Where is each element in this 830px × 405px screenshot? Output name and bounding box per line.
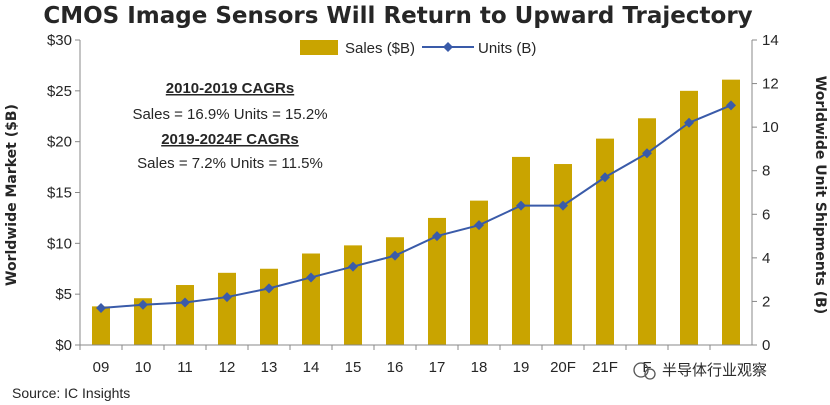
bar-12 bbox=[218, 272, 236, 345]
x-tick-label: 16 bbox=[387, 359, 404, 376]
bar-18 bbox=[470, 200, 488, 345]
y-left-tick-label: $15 bbox=[47, 185, 72, 202]
x-tick-label: 13 bbox=[261, 359, 278, 376]
watermark-logo-icon-2 bbox=[644, 368, 656, 380]
y-left-tick-label: $0 bbox=[55, 337, 72, 354]
x-tick-label: 10 bbox=[135, 359, 152, 376]
legend-sales-swatch bbox=[300, 40, 338, 55]
annotation-text-2: Sales = 7.2% Units = 11.5% bbox=[137, 155, 323, 172]
bar-21F bbox=[596, 138, 614, 345]
y-left-tick-label: $25 bbox=[47, 83, 72, 100]
units-marker-13 bbox=[264, 283, 274, 294]
x-tick-label: 21F bbox=[592, 359, 618, 376]
cagr-annotations: 2010-2019 CAGRs Sales = 16.9% Units = 15… bbox=[132, 80, 327, 172]
bar-16 bbox=[386, 237, 404, 345]
units-marker-16 bbox=[390, 250, 400, 261]
units-marker-18 bbox=[474, 220, 484, 231]
bar-22F bbox=[638, 118, 656, 346]
x-tick-label: 17 bbox=[429, 359, 446, 376]
source-note: Source: IC Insights bbox=[12, 385, 130, 401]
y-right-tick-label: 0 bbox=[762, 337, 770, 354]
units-marker-24F bbox=[726, 100, 736, 111]
x-tick-label: 19 bbox=[513, 359, 530, 376]
bar-23F bbox=[680, 90, 698, 345]
x-tick-label: 20F bbox=[550, 359, 576, 376]
chart-title: CMOS Image Sensors Will Return to Upward… bbox=[43, 3, 752, 29]
legend-sales-label: Sales ($B) bbox=[345, 40, 415, 57]
y-right-tick-label: 6 bbox=[762, 206, 770, 223]
annotation-text-1: Sales = 16.9% Units = 15.2% bbox=[132, 106, 327, 123]
y-left-tick-label: $5 bbox=[55, 286, 72, 303]
watermark: 半导体行业观察 bbox=[633, 361, 767, 380]
units-marker-14 bbox=[306, 272, 316, 283]
y-right-tick-label: 8 bbox=[762, 163, 770, 180]
x-tick-label: 14 bbox=[303, 359, 320, 376]
bar-15 bbox=[344, 245, 362, 345]
y-axis-left-title: Worldwide Market ($B) bbox=[4, 104, 20, 286]
units-marker-10 bbox=[138, 299, 148, 310]
legend-units-label: Units (B) bbox=[478, 40, 536, 57]
x-tick-label: 11 bbox=[177, 359, 193, 376]
y-axis-right-title: Worldwide Unit Shipments (B) bbox=[812, 76, 828, 314]
bar-20F bbox=[554, 164, 572, 345]
bar-24F bbox=[722, 79, 740, 346]
bar-09 bbox=[92, 306, 110, 345]
y-right-tick-label: 2 bbox=[762, 293, 770, 310]
legend-units-marker bbox=[443, 42, 453, 52]
y-right-tick-label: 14 bbox=[762, 32, 779, 49]
units-marker-09 bbox=[96, 302, 106, 313]
watermark-text: 半导体行业观察 bbox=[662, 361, 767, 379]
units-marker-11 bbox=[180, 297, 190, 308]
units-marker-22F bbox=[642, 148, 652, 159]
units-marker-23F bbox=[684, 117, 694, 128]
units-marker-20F bbox=[558, 200, 568, 211]
bar-11 bbox=[176, 285, 194, 345]
units-marker-17 bbox=[432, 231, 442, 242]
bar-10 bbox=[134, 298, 152, 345]
units-marker-21F bbox=[600, 172, 610, 183]
annotation-heading-1: 2010-2019 CAGRs bbox=[166, 80, 294, 97]
x-tick-label: 18 bbox=[471, 359, 488, 376]
y-right-tick-label: 12 bbox=[762, 76, 779, 93]
y-right-tick-label: 4 bbox=[762, 250, 770, 267]
units-line bbox=[100, 104, 732, 309]
units-marker-12 bbox=[222, 292, 232, 303]
y-right-tick-label: 10 bbox=[762, 119, 779, 136]
y-left-tick-label: $20 bbox=[47, 134, 72, 151]
annotation-heading-2: 2019-2024F CAGRs bbox=[161, 131, 299, 148]
legend: Sales ($B) Units (B) bbox=[300, 40, 536, 57]
bar-14 bbox=[302, 253, 320, 345]
bar-13 bbox=[260, 268, 278, 345]
units-marker-15 bbox=[348, 261, 358, 272]
units-marker-19 bbox=[516, 200, 526, 211]
x-tick-label: 15 bbox=[345, 359, 362, 376]
y-left-tick-label: $10 bbox=[47, 235, 72, 252]
y-left-tick-label: $30 bbox=[47, 32, 72, 49]
x-tick-label: 09 bbox=[93, 359, 110, 376]
bar-19 bbox=[512, 156, 530, 345]
bar-17 bbox=[428, 217, 446, 345]
x-tick-label: 12 bbox=[219, 359, 236, 376]
